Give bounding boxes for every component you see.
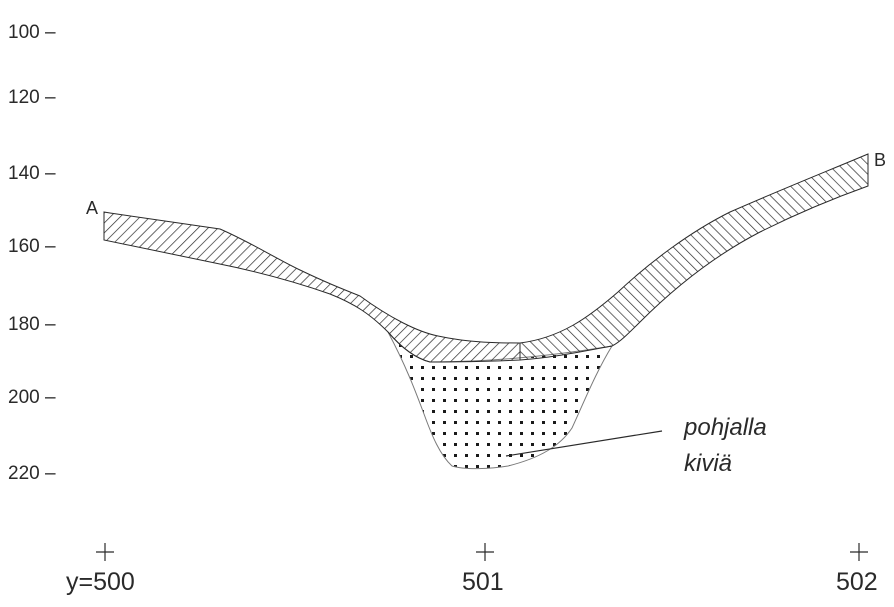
point-a-label: A bbox=[86, 198, 98, 218]
x-tick-marker bbox=[476, 543, 494, 561]
riverbed-hatched-band bbox=[104, 212, 520, 362]
x-tick-label: y=500 bbox=[66, 568, 135, 596]
x-tick-marker bbox=[850, 543, 868, 561]
x-tick-label: 502 bbox=[836, 568, 878, 596]
x-tick-label: 501 bbox=[462, 568, 504, 596]
y-tick-label: 180 – bbox=[8, 314, 56, 335]
y-tick-label: 140 – bbox=[8, 163, 56, 184]
y-tick-label: 220 – bbox=[8, 463, 56, 484]
annotation-text-line2: kiviä bbox=[684, 450, 732, 477]
y-tick-label: 160 – bbox=[8, 236, 56, 257]
bank-hatched-band bbox=[520, 154, 868, 360]
y-tick-label: 100 – bbox=[8, 22, 56, 43]
y-tick-label: 120 – bbox=[8, 87, 56, 108]
point-b-label: B bbox=[874, 150, 886, 170]
annotation-text-line1: pohjalla bbox=[683, 414, 767, 441]
y-tick-label: 200 – bbox=[8, 387, 56, 408]
x-tick-marker bbox=[96, 543, 114, 561]
